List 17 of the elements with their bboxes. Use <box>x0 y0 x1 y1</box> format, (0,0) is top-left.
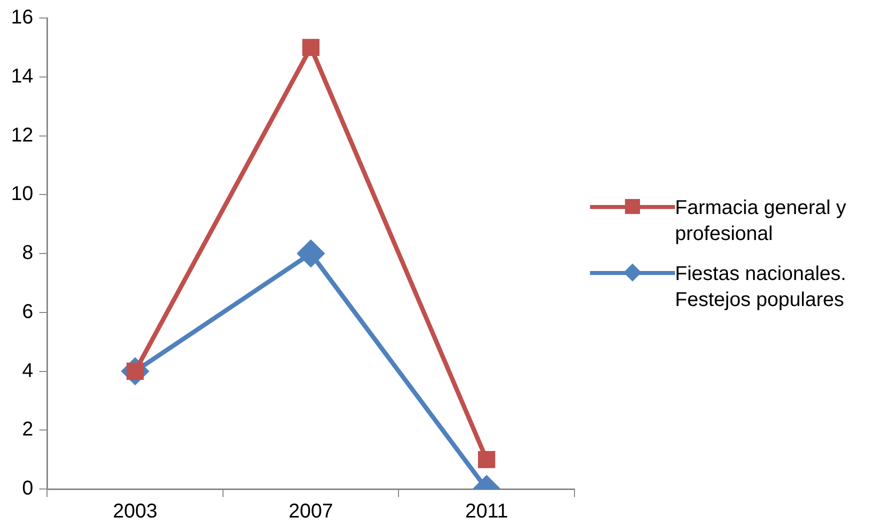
x-tick-label: 2011 <box>465 500 508 523</box>
legend-label: Farmacia general y profesional <box>675 196 848 247</box>
y-tick-label: 6 <box>22 300 34 323</box>
legend-label: Fiestas nacionales. Festejos populares <box>675 262 848 313</box>
y-tick-label: 16 <box>10 6 34 29</box>
x-tick-label: 2003 <box>112 500 158 523</box>
y-tick-label: 14 <box>10 65 34 88</box>
y-tick-label: 2 <box>22 418 34 441</box>
point <box>302 38 320 56</box>
y-tick-label: 4 <box>22 360 34 382</box>
y-tick-label: 10 <box>10 183 34 206</box>
y-tick-label: 8 <box>22 242 34 264</box>
point <box>478 450 496 468</box>
y-tick-label: 12 <box>10 124 34 146</box>
x-tick-label: 2007 <box>288 500 334 523</box>
point <box>298 240 324 267</box>
y-tick-label: 0 <box>22 478 34 500</box>
